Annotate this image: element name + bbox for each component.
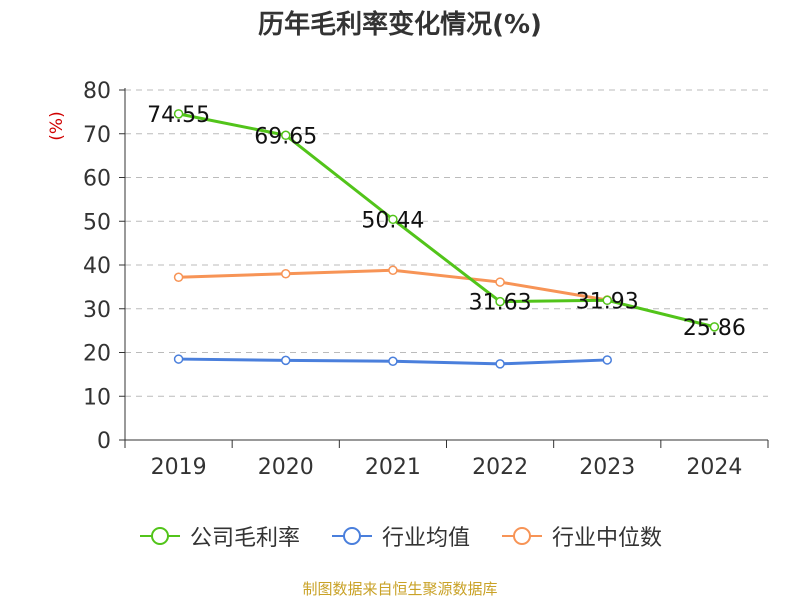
legend-item-company[interactable]: 公司毛利率 [138, 520, 300, 552]
chart-title: 历年毛利率变化情况(%) [258, 10, 542, 40]
legend-marker-company [139, 527, 180, 545]
series-line-company [178, 112, 715, 329]
point-industry-median-2020 [281, 269, 291, 279]
y-tick-label-50: 50 [83, 210, 111, 235]
point-company-2019 [173, 109, 184, 119]
legend-item-industry-median[interactable]: 行业中位数 [500, 520, 662, 552]
legend-item-industry-average[interactable]: 行业均值 [330, 520, 470, 552]
point-company-2020 [281, 130, 291, 141]
y-tick-label-10: 10 [83, 385, 111, 410]
point-industry-average-2021 [388, 356, 398, 366]
data-label-2019: 74.55 [147, 103, 210, 128]
point-company-2021 [388, 214, 398, 225]
y-tick-label-70: 70 [83, 123, 111, 148]
point-company-2024 [709, 322, 720, 332]
legend: 公司毛利率 行业均值 行业中位数 [0, 520, 800, 552]
grid-lines [125, 89, 768, 397]
legend-label-industry-median: 行业中位数 [552, 526, 663, 551]
legend-marker-industry-median [502, 527, 542, 545]
data-label-2023: 31.93 [576, 289, 639, 314]
point-industry-average-2023 [602, 355, 612, 365]
legend-marker-industry-average [331, 527, 372, 545]
y-axis-unit-label: (%) [47, 111, 67, 140]
legend-label-company: 公司毛利率 [189, 526, 300, 551]
point-company-2023 [602, 295, 612, 306]
legend-label-industry-average: 行业均值 [381, 526, 470, 551]
point-industry-average-2020 [281, 355, 291, 366]
point-company-2022 [495, 296, 505, 307]
axes: 0 10 20 30 40 50 60 70 80 2019 2020 2021 2022 2023 202… [47, 79, 769, 480]
data-label-2024: 25.86 [683, 316, 746, 341]
x-tick-label-2023: 2023 [579, 455, 635, 480]
point-industry-median-2022 [495, 277, 505, 287]
y-tick-label-20: 20 [83, 342, 111, 367]
series-lines [173, 109, 720, 369]
x-tick-label-2021: 2021 [365, 455, 421, 480]
point-industry-average-2019 [173, 354, 184, 364]
y-tick-label-30: 30 [83, 298, 111, 323]
point-industry-median-2019 [173, 272, 184, 282]
point-industry-average-2022 [495, 359, 505, 369]
data-label-2022: 31.63 [469, 291, 532, 316]
source-note: 制图数据来自恒生聚源数据库 [302, 580, 498, 598]
y-tick-label-0: 0 [97, 429, 111, 454]
data-label-2021: 50.44 [361, 208, 424, 233]
x-tick-label-2019: 2019 [151, 455, 207, 480]
data-labels: 74.55 69.65 50.44 31.63 31.93 25.86 [147, 103, 746, 341]
x-tick-label-2024: 2024 [686, 455, 742, 480]
y-tick-label-80: 80 [83, 79, 111, 104]
point-industry-median-2021 [388, 265, 398, 275]
x-tick-label-2020: 2020 [258, 455, 314, 480]
x-tick-label-2022: 2022 [472, 455, 528, 480]
y-tick-label-60: 60 [83, 167, 111, 192]
y-tick-label-40: 40 [83, 254, 111, 279]
data-label-2020: 69.65 [254, 124, 317, 149]
